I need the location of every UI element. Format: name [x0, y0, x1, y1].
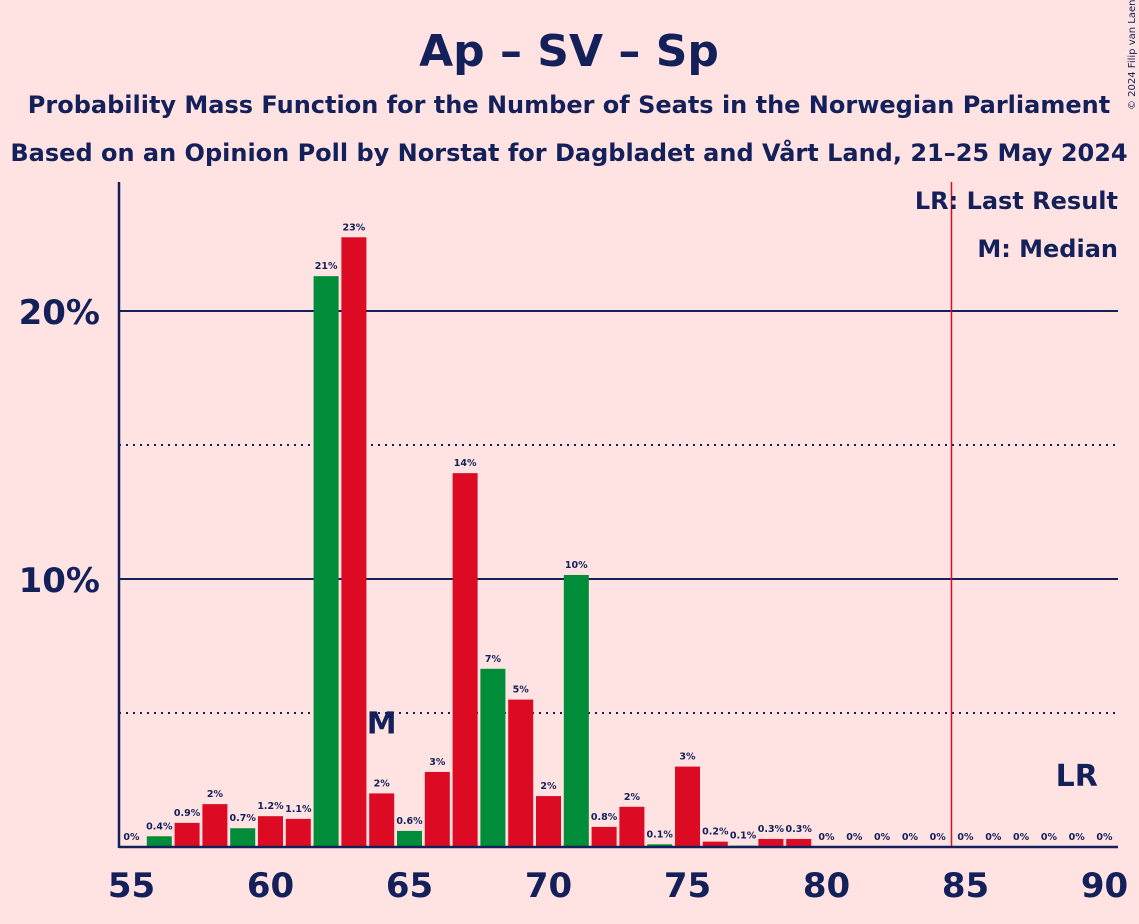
bar-seats-78 [758, 838, 784, 847]
bar-label: 0.1% [730, 831, 757, 842]
chart-subtitle: Probability Mass Function for the Number… [28, 91, 1110, 119]
bar-label: 0.7% [230, 813, 257, 824]
bar-seats-69 [508, 699, 534, 847]
bar-label: 0% [874, 832, 891, 843]
chart-title: Ap – SV – Sp [419, 26, 719, 77]
bar-label: 0.1% [647, 829, 674, 840]
chart-subtitle-2: Based on an Opinion Poll by Norstat for … [10, 138, 1127, 167]
x-tick-label: 90 [1081, 866, 1128, 906]
bar-label: 0% [930, 832, 947, 843]
bar-label: 0.3% [786, 824, 813, 835]
bar-label: 23% [343, 222, 366, 233]
bar-seats-73 [619, 806, 645, 847]
bar-label: 3% [679, 752, 696, 763]
bar-seats-62 [313, 276, 339, 847]
bar-seats-75 [675, 766, 700, 847]
bar-seats-60 [258, 816, 283, 847]
bar-seats-64 [369, 793, 395, 847]
bar-label: 1.1% [285, 804, 312, 815]
bar-seats-70 [536, 796, 561, 847]
bar-seats-76 [702, 841, 728, 847]
bar-label: 0.2% [702, 827, 729, 838]
bar-label: 0% [1096, 832, 1113, 843]
bar-seats-59 [230, 828, 256, 847]
bar-seats-61 [285, 818, 311, 847]
bar-label: 3% [429, 757, 446, 768]
x-tick-label: 75 [664, 866, 711, 906]
x-tick-label: 80 [803, 866, 850, 906]
bar-label: 2% [374, 778, 391, 789]
x-tick-label: 85 [942, 866, 989, 906]
bar-seats-71 [563, 574, 589, 847]
median-marker: M [367, 706, 397, 741]
legend-last-result: LR: Last Result [915, 187, 1118, 215]
bar-label: 1.2% [257, 801, 284, 812]
bar-label: 5% [513, 685, 530, 696]
bar-label: 0% [846, 832, 863, 843]
bar-label: 0% [1013, 832, 1030, 843]
y-tick-label: 10% [19, 561, 100, 601]
bar-seats-57 [174, 822, 200, 847]
bars [146, 237, 812, 848]
copyright-note: © 2024 Filip van Laenen [1127, 0, 1138, 110]
bar-label: 0% [123, 832, 140, 843]
bar-label: 0.6% [396, 816, 423, 827]
bar-labels: 0% 0.4%0.9% 2% 0.7%1.2% 1.1% 21% 23% 2% 0.6% 3% 14… [123, 222, 1113, 843]
bar-seats-79 [786, 838, 812, 847]
bar-label: 7% [485, 654, 502, 665]
bar-seats-58 [202, 804, 228, 847]
axes: 10% 20% 55 60 65 70 75 80 85 90 [19, 182, 1128, 906]
bar-seats-66 [424, 771, 450, 847]
bar-label: 2% [624, 792, 641, 803]
bar-label: 0.3% [758, 824, 785, 835]
bar-label: 0% [818, 832, 835, 843]
x-tick-label: 70 [525, 866, 572, 906]
bar-label: 21% [315, 261, 338, 272]
grid-lines [119, 310, 1118, 714]
bar-label: 0% [1069, 832, 1086, 843]
bar-label: 0% [902, 832, 919, 843]
bar-label: 0% [1041, 832, 1058, 843]
bar-label: 0% [985, 832, 1002, 843]
y-tick-label: 20% [19, 293, 100, 333]
bar-seats-65 [397, 830, 422, 847]
bar-label: 2% [207, 789, 224, 800]
bar-label: 2% [540, 781, 557, 792]
bar-seats-67 [452, 473, 478, 847]
bar-label: 0% [957, 832, 974, 843]
bar-seats-74 [647, 844, 673, 847]
bar-label: 0.9% [174, 808, 201, 819]
bar-seats-72 [591, 826, 617, 847]
bar-label: 14% [454, 458, 477, 469]
last-result-marker: LR [1056, 759, 1098, 794]
bar-seats-68 [480, 668, 506, 847]
bar-seats-63 [341, 237, 367, 848]
bar-seats-56 [146, 836, 172, 847]
bar-label: 0.8% [591, 812, 618, 823]
x-tick-label: 55 [108, 866, 155, 906]
legend-median: M: Median [977, 235, 1118, 263]
x-tick-label: 65 [386, 866, 433, 906]
bar-label: 0.4% [146, 821, 173, 832]
bar-label: 10% [565, 560, 588, 571]
x-tick-label: 60 [247, 866, 294, 906]
